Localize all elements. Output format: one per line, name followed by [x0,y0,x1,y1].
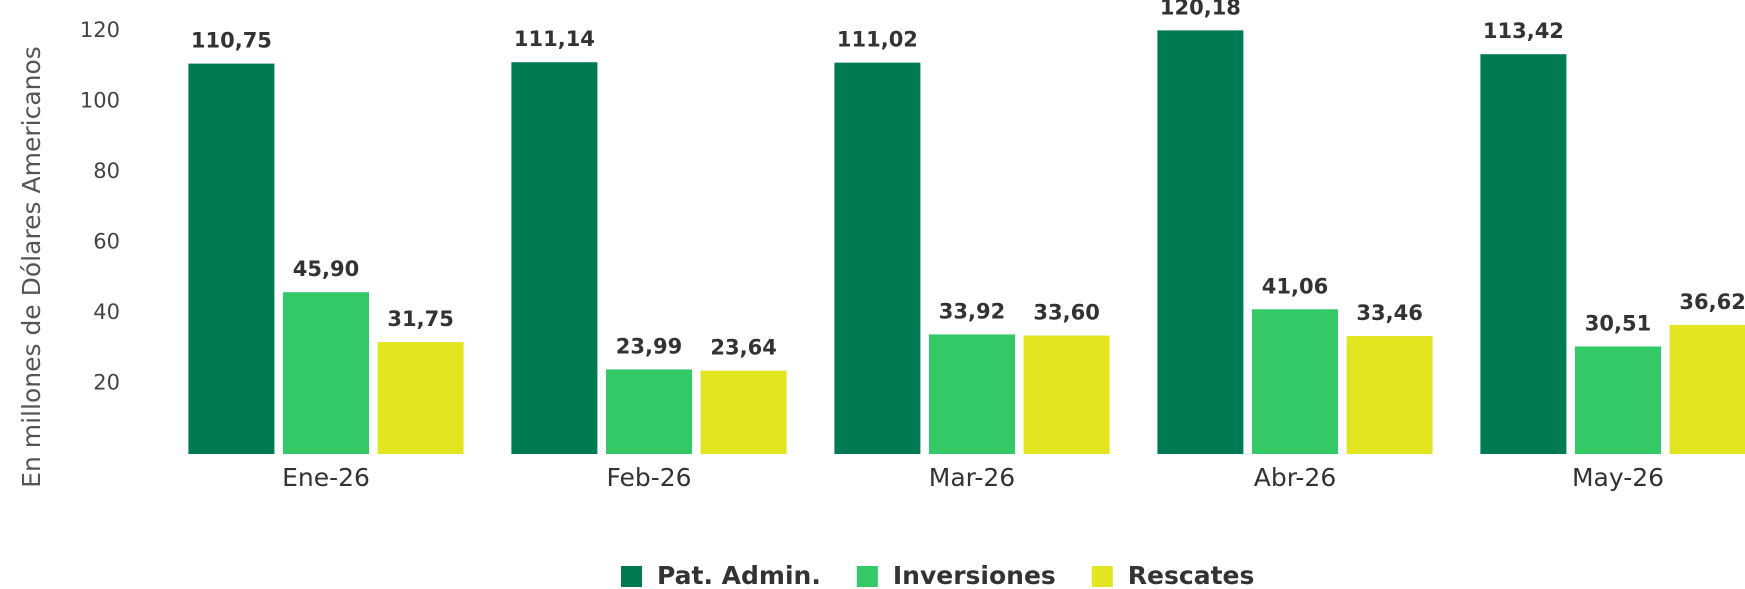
bar [511,62,598,454]
x-tick-label: Abr-26 [1254,463,1336,492]
y-tick-label: 120 [80,18,120,42]
y-tick-label: 40 [93,300,120,324]
value-label: 33,46 [1356,301,1422,325]
value-label: 113,42 [1483,19,1564,43]
y-tick-label: 20 [93,371,120,395]
value-label: 36,62 [1679,290,1745,314]
bar [1669,324,1745,454]
bar [1252,309,1338,454]
bar [606,369,692,454]
value-label: 23,99 [616,334,682,358]
y-tick-label: 60 [93,230,120,254]
y-tick-label: 100 [80,89,120,113]
value-label: 33,60 [1033,301,1099,325]
legend-label: Pat. Admin. [657,561,821,589]
x-tick-label: Ene-26 [282,463,370,492]
bar [377,342,464,454]
x-tick-label: May-26 [1572,463,1664,492]
bar [700,370,787,454]
bar [283,292,369,454]
value-label: 110,75 [191,29,272,53]
value-label: 111,02 [837,28,918,52]
legend-swatch [1091,566,1113,587]
value-label: 41,06 [1262,274,1328,298]
bar [1575,346,1661,454]
value-label: 30,51 [1585,311,1651,335]
bar [929,334,1015,454]
value-label: 31,75 [387,307,453,331]
value-label: 23,64 [710,336,776,360]
legend-label: Rescates [1128,561,1255,589]
y-tick-label: 80 [93,159,120,183]
legend-label: Inversiones [893,561,1056,589]
bar [1157,30,1244,454]
bar [1023,335,1110,454]
bar [1346,336,1433,454]
value-label: 111,14 [514,27,595,51]
y-axis-title: En millones de Dólares Americanos [17,46,46,488]
value-label: 33,92 [939,299,1005,323]
legend-swatch [856,566,878,587]
bar [1480,54,1567,455]
x-tick-label: Feb-26 [606,463,691,492]
bar [188,63,275,454]
bar [834,62,921,454]
legend-swatch [621,566,642,587]
x-tick-label: Mar-26 [929,463,1015,492]
value-label: 120,18 [1160,0,1241,19]
value-label: 45,90 [293,257,359,281]
